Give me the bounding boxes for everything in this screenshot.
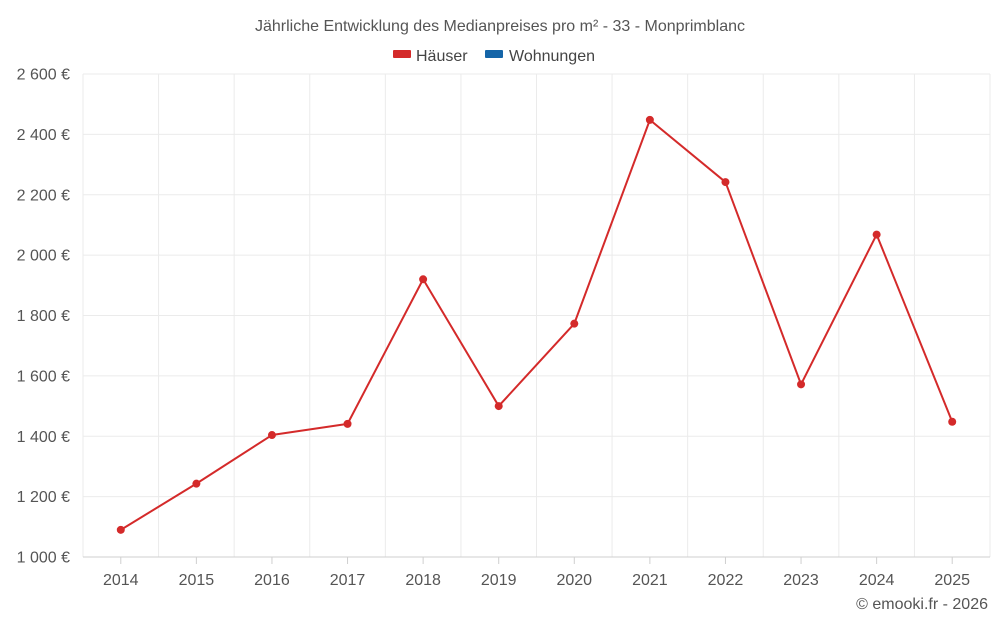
x-tick-label: 2020 [556, 572, 592, 589]
data-point[interactable] [116, 525, 125, 534]
legend-label-apartments: Wohnungen [509, 48, 595, 65]
y-tick-label: 2 000 € [17, 248, 70, 265]
x-tick-label: 2021 [632, 572, 668, 589]
y-tick-label: 2 200 € [17, 187, 70, 204]
data-point[interactable] [872, 230, 881, 239]
x-tick-label: 2019 [481, 572, 517, 589]
data-point[interactable] [570, 319, 579, 328]
credit-text: © emooki.fr - 2026 [856, 596, 988, 613]
x-tick-label: 2022 [708, 572, 744, 589]
y-tick-label: 1 400 € [17, 429, 70, 446]
y-axis: 1 000 € 1 200 € 1 400 € 1 600 € 1 800 € 2 000… [17, 67, 70, 567]
chart-title: Jährliche Entwicklung des Medianpreises … [255, 18, 745, 35]
legend: Häuser Wohnungen [393, 48, 595, 65]
y-tick-label: 1 000 € [17, 550, 70, 567]
legend-label-houses: Häuser [416, 48, 468, 65]
data-point[interactable] [721, 178, 730, 187]
y-tick-label: 1 600 € [17, 368, 70, 385]
y-tick-label: 1 800 € [17, 308, 70, 325]
x-tick-label: 2024 [859, 572, 895, 589]
x-tick-label: 2017 [330, 572, 366, 589]
legend-swatch-houses [393, 50, 411, 58]
series-line [120, 118, 954, 531]
x-tick-label: 2025 [934, 572, 970, 589]
x-axis: 2014 2015 2016 2017 2018 2019 2020 2021 2022 2023… [83, 556, 990, 589]
x-tick-label: 2015 [179, 572, 215, 589]
y-tick-label: 2 400 € [17, 127, 70, 144]
data-point[interactable] [419, 275, 428, 284]
legend-item-houses[interactable]: Häuser [393, 48, 468, 65]
data-point[interactable] [343, 419, 352, 428]
data-point[interactable] [645, 115, 654, 124]
data-point[interactable] [948, 417, 957, 426]
y-tick-label: 1 200 € [17, 489, 70, 506]
grid [82, 73, 991, 558]
data-point[interactable] [267, 431, 276, 440]
x-tick-label: 2016 [254, 572, 290, 589]
data-point[interactable] [797, 380, 806, 389]
legend-swatch-apartments [485, 50, 503, 58]
x-tick-label: 2018 [405, 572, 441, 589]
data-point[interactable] [192, 479, 201, 488]
y-tick-label: 2 600 € [17, 67, 70, 84]
x-tick-label: 2023 [783, 572, 819, 589]
legend-item-apartments[interactable]: Wohnungen [485, 48, 595, 65]
series-houses [116, 115, 957, 534]
x-tick-label: 2014 [103, 572, 139, 589]
data-point[interactable] [494, 402, 503, 411]
